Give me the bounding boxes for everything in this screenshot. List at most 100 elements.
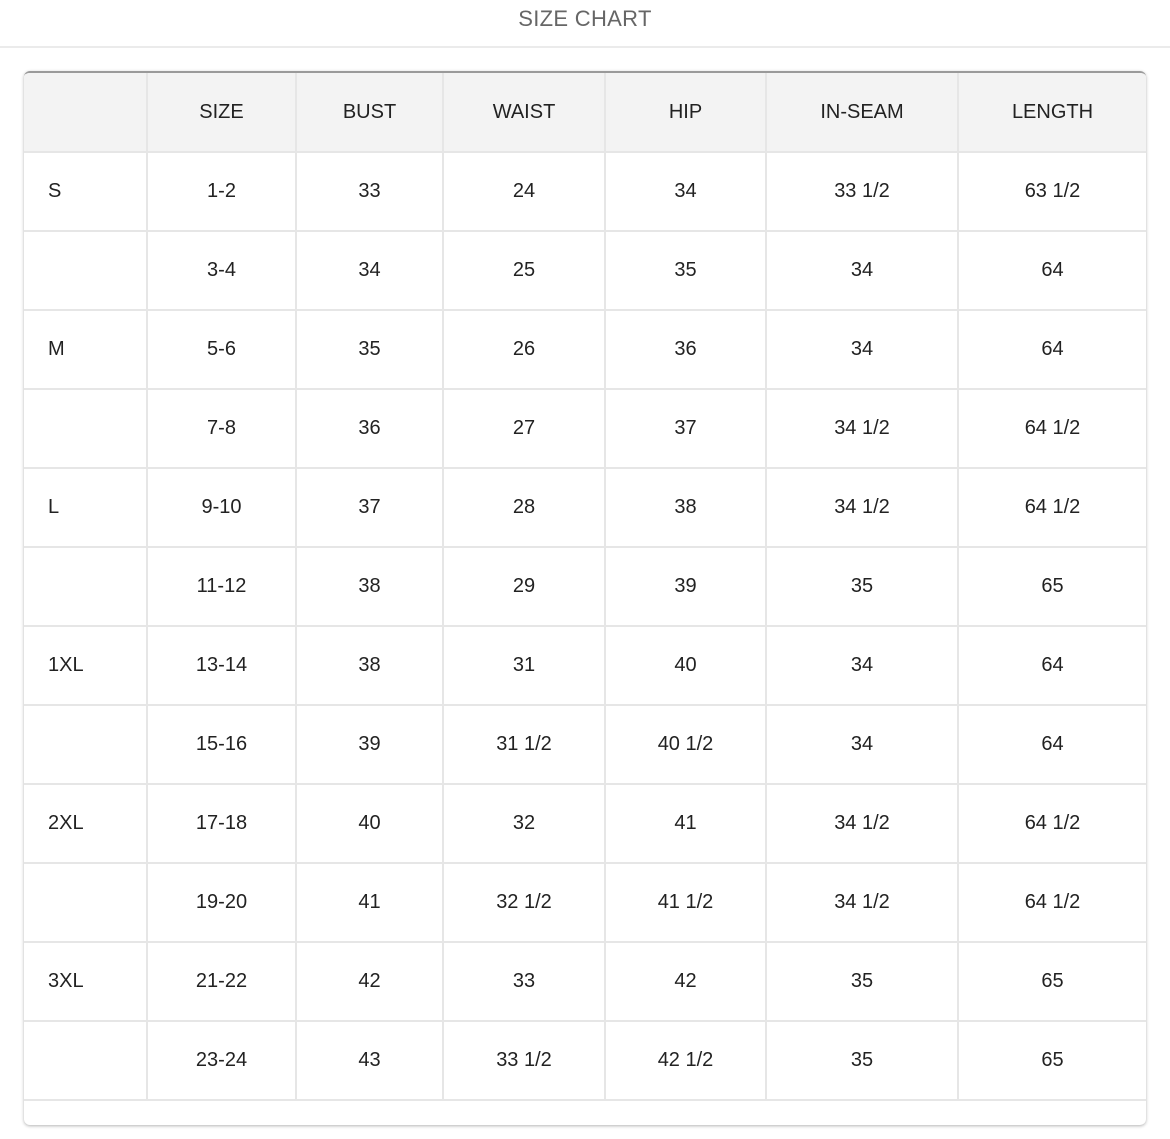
table-row: 2XL 17-18 40 32 41 34 1/2 64 1/2 xyxy=(24,783,1146,864)
table-cell: 39 xyxy=(604,546,767,627)
table-cell xyxy=(24,388,148,469)
table-cell: 25 xyxy=(442,230,606,311)
table-cell: 41 1/2 xyxy=(604,862,767,943)
table-cell: 1-2 xyxy=(146,151,297,232)
table-cell: 34 1/2 xyxy=(765,862,959,943)
column-header-hip: HIP xyxy=(604,73,767,153)
table-cell: 38 xyxy=(295,625,444,706)
table-body: S 1-2 33 24 34 33 1/2 63 1/2 3-4 34 25 35 34 64 M 5-6 3… xyxy=(24,151,1146,1101)
table-cell: 40 xyxy=(604,625,767,706)
column-header-bust: BUST xyxy=(295,73,444,153)
table-cell: 17-18 xyxy=(146,783,297,864)
table-row: 1XL 13-14 38 31 40 34 64 xyxy=(24,625,1146,706)
table-cell: L xyxy=(24,467,148,548)
table-cell: 33 1/2 xyxy=(442,1020,606,1101)
table-row: S 1-2 33 24 34 33 1/2 63 1/2 xyxy=(24,151,1146,232)
table-row: 3-4 34 25 35 34 64 xyxy=(24,230,1146,311)
table-cell: 2XL xyxy=(24,783,148,864)
table-cell: M xyxy=(24,309,148,390)
table-cell: 35 xyxy=(765,546,959,627)
table-cell: 5-6 xyxy=(146,309,297,390)
table-cell: 35 xyxy=(765,1020,959,1101)
table-cell: 3XL xyxy=(24,941,148,1022)
table-cell: 65 xyxy=(957,546,1146,627)
table-cell: 11-12 xyxy=(146,546,297,627)
table-cell xyxy=(24,704,148,785)
table-cell: 41 xyxy=(295,862,444,943)
table-cell: 1XL xyxy=(24,625,148,706)
table-cell: 64 xyxy=(957,309,1146,390)
table-cell: 26 xyxy=(442,309,606,390)
table-cell: 33 1/2 xyxy=(765,151,959,232)
table-cell: 64 1/2 xyxy=(957,467,1146,548)
size-chart-table: SIZE BUST WAIST HIP IN-SEAM LENGTH S 1-2 33 24 34… xyxy=(24,73,1146,1101)
table-row: 15-16 39 31 1/2 40 1/2 34 64 xyxy=(24,704,1146,785)
table-cell: 64 xyxy=(957,625,1146,706)
table-cell: 34 1/2 xyxy=(765,467,959,548)
table-cell: 37 xyxy=(295,467,444,548)
size-chart-card: SIZE BUST WAIST HIP IN-SEAM LENGTH S 1-2 33 24 34… xyxy=(24,71,1146,1125)
column-header-label xyxy=(24,73,148,153)
table-cell: 31 1/2 xyxy=(442,704,606,785)
table-cell: 64 1/2 xyxy=(957,388,1146,469)
table-cell: 37 xyxy=(604,388,767,469)
table-cell: 36 xyxy=(604,309,767,390)
table-cell xyxy=(24,546,148,627)
table-cell: 42 xyxy=(295,941,444,1022)
table-cell: 40 1/2 xyxy=(604,704,767,785)
column-header-in-seam: IN-SEAM xyxy=(765,73,959,153)
table-cell: 19-20 xyxy=(146,862,297,943)
column-header-size: SIZE xyxy=(146,73,297,153)
table-cell: 65 xyxy=(957,941,1146,1022)
table-cell: 64 1/2 xyxy=(957,783,1146,864)
table-cell: 40 xyxy=(295,783,444,864)
table-cell xyxy=(24,1020,148,1101)
table-cell xyxy=(24,230,148,311)
table-cell: 3-4 xyxy=(146,230,297,311)
table-cell: 38 xyxy=(295,546,444,627)
table-row: 11-12 38 29 39 35 65 xyxy=(24,546,1146,627)
table-cell: 33 xyxy=(442,941,606,1022)
table-cell: 31 xyxy=(442,625,606,706)
table-cell: 41 xyxy=(604,783,767,864)
table-row: 7-8 36 27 37 34 1/2 64 1/2 xyxy=(24,388,1146,469)
table-cell: 35 xyxy=(604,230,767,311)
table-row: L 9-10 37 28 38 34 1/2 64 1/2 xyxy=(24,467,1146,548)
table-row: 3XL 21-22 42 33 42 35 65 xyxy=(24,941,1146,1022)
table-cell: 34 xyxy=(765,625,959,706)
table-cell xyxy=(24,862,148,943)
table-cell: 36 xyxy=(295,388,444,469)
table-cell: 15-16 xyxy=(146,704,297,785)
table-cell: 35 xyxy=(295,309,444,390)
table-cell: 34 xyxy=(604,151,767,232)
table-cell: 64 xyxy=(957,230,1146,311)
table-cell: 64 1/2 xyxy=(957,862,1146,943)
table-cell: 65 xyxy=(957,1020,1146,1101)
table-cell: 28 xyxy=(442,467,606,548)
table-cell: 34 1/2 xyxy=(765,388,959,469)
table-cell: 23-24 xyxy=(146,1020,297,1101)
table-cell: 38 xyxy=(604,467,767,548)
table-cell: 63 1/2 xyxy=(957,151,1146,232)
column-header-length: LENGTH xyxy=(957,73,1146,153)
table-cell: 35 xyxy=(765,941,959,1022)
table-cell: 43 xyxy=(295,1020,444,1101)
table-cell: 7-8 xyxy=(146,388,297,469)
table-cell: 27 xyxy=(442,388,606,469)
page-title: SIZE CHART xyxy=(0,0,1170,48)
table-row: M 5-6 35 26 36 34 64 xyxy=(24,309,1146,390)
table-cell: 34 xyxy=(765,230,959,311)
table-cell: 34 xyxy=(295,230,444,311)
table-cell: 9-10 xyxy=(146,467,297,548)
table-header-row: SIZE BUST WAIST HIP IN-SEAM LENGTH xyxy=(24,73,1146,153)
table-row: 23-24 43 33 1/2 42 1/2 35 65 xyxy=(24,1020,1146,1101)
table-cell: 42 1/2 xyxy=(604,1020,767,1101)
table-cell: 29 xyxy=(442,546,606,627)
table-cell: 13-14 xyxy=(146,625,297,706)
table-cell: 34 1/2 xyxy=(765,783,959,864)
table-cell: 21-22 xyxy=(146,941,297,1022)
column-header-waist: WAIST xyxy=(442,73,606,153)
table-cell: 32 xyxy=(442,783,606,864)
table-cell: 33 xyxy=(295,151,444,232)
table-cell: 32 1/2 xyxy=(442,862,606,943)
